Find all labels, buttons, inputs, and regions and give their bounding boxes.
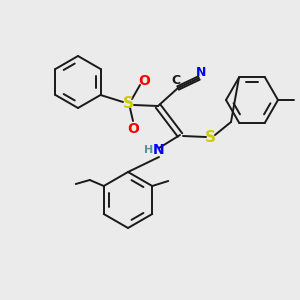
Text: N: N [196,65,206,79]
Text: S: S [205,130,215,146]
Text: C: C [171,74,181,88]
Text: N: N [153,143,165,157]
Text: O: O [138,74,150,88]
Text: H: H [144,145,154,155]
Text: S: S [122,95,134,110]
Text: O: O [127,122,139,136]
